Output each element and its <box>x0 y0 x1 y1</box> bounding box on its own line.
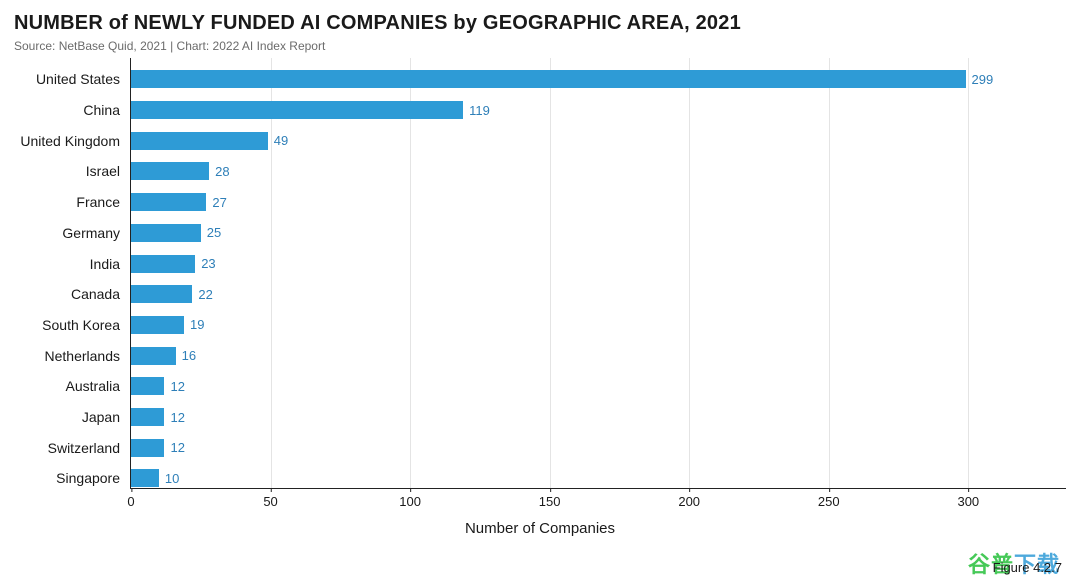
bar-value-label: 28 <box>215 164 229 179</box>
bar-row: 12 <box>131 377 1066 395</box>
y-category-label: United States <box>14 71 126 87</box>
x-tick: 100 <box>399 488 421 509</box>
y-category-label: Australia <box>14 378 126 394</box>
bar-row: 119 <box>131 101 1066 119</box>
y-category-label: Israel <box>14 163 126 179</box>
y-category-label: South Korea <box>14 317 126 333</box>
bar-value-label: 12 <box>170 379 184 394</box>
watermark-char: 谷 <box>968 552 991 577</box>
y-category-label: United Kingdom <box>14 133 126 149</box>
bar-value-label: 27 <box>212 195 226 210</box>
bar-row: 49 <box>131 132 1066 150</box>
bar-value-label: 12 <box>170 440 184 455</box>
bar-value-label: 10 <box>165 471 179 486</box>
bar <box>131 162 209 180</box>
y-category-label: India <box>14 256 126 272</box>
bar-value-label: 12 <box>170 410 184 425</box>
bar-value-label: 49 <box>274 133 288 148</box>
y-category-label: Germany <box>14 225 126 241</box>
chart-area: 0 50 100 150 200 250 300 299 119 49 28 27 25 23 22 19 16… <box>14 58 1066 545</box>
y-category-label: Netherlands <box>14 348 126 364</box>
x-axis-label: Number of Companies <box>465 520 615 537</box>
bar <box>131 377 164 395</box>
bar <box>131 101 463 119</box>
chart-subtitle: Source: NetBase Quid, 2021 | Chart: 2022… <box>14 39 1066 53</box>
y-category-label: Switzerland <box>14 440 126 456</box>
bar-value-label: 19 <box>190 317 204 332</box>
bar-value-label: 119 <box>469 103 490 118</box>
plot-area: 0501001502002503002991194928272523221916… <box>130 58 1066 489</box>
x-tick: 200 <box>678 488 700 509</box>
bar-row: 12 <box>131 439 1066 457</box>
bar-value-label: 22 <box>198 287 212 302</box>
bar-row: 19 <box>131 316 1066 334</box>
bar <box>131 255 195 273</box>
bar-row: 28 <box>131 162 1066 180</box>
y-category-label: China <box>14 102 126 118</box>
bar-row: 12 <box>131 408 1066 426</box>
bar-row: 25 <box>131 224 1066 242</box>
bar <box>131 193 206 211</box>
bar <box>131 469 159 487</box>
bar-value-label: 16 <box>182 348 196 363</box>
bar <box>131 316 184 334</box>
x-tick: 250 <box>818 488 840 509</box>
bar <box>131 132 268 150</box>
x-tick: 150 <box>539 488 561 509</box>
bar-row: 16 <box>131 347 1066 365</box>
bar <box>131 285 192 303</box>
bar <box>131 347 176 365</box>
y-category-label: Japan <box>14 409 126 425</box>
bar-value-label: 23 <box>201 256 215 271</box>
bar-row: 22 <box>131 285 1066 303</box>
bar <box>131 408 164 426</box>
y-category-label: France <box>14 194 126 210</box>
figure-label: Figure 4.2.7 <box>993 560 1062 575</box>
bar-row: 27 <box>131 193 1066 211</box>
chart-title: NUMBER of NEWLY FUNDED AI COMPANIES by G… <box>14 12 1066 35</box>
bar <box>131 439 164 457</box>
x-tick: 300 <box>957 488 979 509</box>
bar-row: 23 <box>131 255 1066 273</box>
chart-container: NUMBER of NEWLY FUNDED AI COMPANIES by G… <box>0 0 1080 581</box>
y-category-label: Singapore <box>14 470 126 486</box>
x-tick: 0 <box>127 488 134 509</box>
bar-row: 10 <box>131 469 1066 487</box>
bar-value-label: 299 <box>972 72 994 87</box>
bar <box>131 224 201 242</box>
bar <box>131 70 966 88</box>
y-category-label: Canada <box>14 286 126 302</box>
bar-value-label: 25 <box>207 225 221 240</box>
x-tick: 50 <box>263 488 277 509</box>
bar-row: 299 <box>131 70 1066 88</box>
